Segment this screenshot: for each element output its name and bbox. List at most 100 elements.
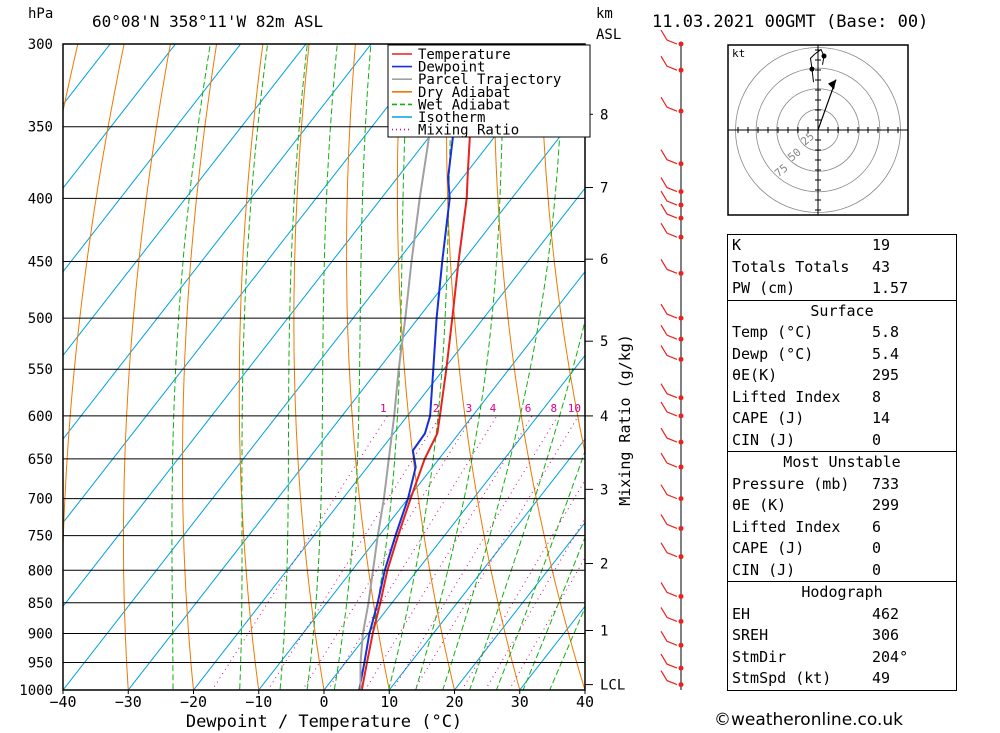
mixing-ratio-line	[413, 415, 579, 690]
most-unstable-row: Lifted Index 6	[728, 517, 956, 539]
hodograph-value: 204°	[872, 647, 909, 666]
wind-barb	[660, 303, 678, 319]
wind-barb-dot	[678, 665, 684, 671]
surface-label: CIN (J)	[732, 430, 796, 449]
asl-label: ASL	[596, 27, 622, 43]
surface-value: 14	[872, 409, 891, 427]
wind-barb-dot	[678, 413, 684, 419]
wind-barb	[660, 607, 678, 622]
pressure-tick-label: 600	[28, 409, 53, 425]
wind-barb	[660, 29, 678, 45]
wind-barb	[660, 222, 678, 238]
temperature-tick-label: −30	[115, 693, 142, 711]
wet-adiabat-line	[549, 606, 585, 690]
surface-row: CAPE (J) 14	[728, 408, 956, 430]
wet-adiabat-line	[495, 449, 585, 690]
dry-adiabat-line	[676, 7, 720, 716]
temperature-tick-label: 10	[380, 693, 398, 711]
mixing-ratio-line	[302, 415, 474, 690]
km-tick-label: LCL	[600, 678, 625, 694]
hodograph-point	[821, 53, 827, 59]
mixing-ratio-axis-label: Mixing Ratio (g/kg)	[616, 334, 634, 506]
most-unstable-label: CIN (J)	[732, 560, 796, 579]
dry-adiabat-line	[182, 44, 218, 690]
dry-adiabat-line	[539, 44, 585, 455]
general-indices: K 19 Totals Totals 43 PW (cm) 1.57	[728, 235, 956, 300]
mixing-ratio-line	[392, 415, 559, 690]
pressure-tick-label: 850	[28, 596, 53, 612]
legend-box	[387, 44, 591, 138]
temperature-tick-label: 20	[445, 693, 463, 711]
pressure-tick-label: 800	[28, 563, 53, 579]
surface-value: 295	[872, 366, 900, 384]
legend-label: Isotherm	[418, 110, 485, 126]
km-tick-label: 5	[600, 334, 608, 350]
most-unstable-row: CIN (J) 0	[728, 560, 956, 582]
mixing-ratio-label: 6	[525, 402, 532, 415]
wind-barb	[660, 177, 678, 193]
surface-group: Surface Temp (°C) 5.8 Dewp (°C) 5.4 θE(K) 295…	[728, 299, 956, 452]
legend-label: Parcel Trajectory	[418, 72, 561, 88]
temperature-tick-label: −40	[49, 693, 76, 711]
dry-adiabat-line	[631, 7, 720, 716]
wind-barb	[660, 582, 678, 598]
most-unstable-group: Most Unstable Pressure (mb) 733 θE (K) 299 L…	[728, 451, 956, 581]
most-unstable-title: Most Unstable	[783, 453, 901, 471]
wind-barb	[660, 96, 678, 112]
temperature-tick-label: 0	[319, 693, 328, 711]
wind-barb	[660, 452, 678, 468]
general-value: 19	[872, 236, 891, 254]
hodograph-row: EH 462	[728, 604, 956, 626]
mixing-ratio-label: 20	[634, 402, 647, 415]
legend-label: Temperature	[418, 47, 511, 63]
indices-panel: K 19 Totals Totals 43 PW (cm) 1.57 Surface Te…	[727, 234, 957, 691]
copyright: ©weatheronline.co.uk	[714, 710, 904, 730]
temperature-tick-label: 30	[511, 693, 529, 711]
wind-barb	[660, 542, 678, 558]
wet-adiabat-line	[279, 44, 308, 690]
hodograph-title: Hodograph	[801, 583, 883, 601]
most-unstable-value: 0	[872, 560, 882, 579]
wind-barb-dot	[678, 202, 684, 208]
wind-barb-dot	[678, 496, 684, 502]
most-unstable-value: 299	[872, 496, 900, 514]
wind-barb	[660, 670, 678, 686]
series-parcel-trajectory-line	[359, 44, 445, 690]
wet-adiabat-line	[360, 44, 410, 690]
legend-label: Dry Adiabat	[418, 85, 511, 101]
temperature-tick-label: −10	[245, 693, 272, 711]
dry-adiabat-line	[63, 44, 125, 690]
surface-row: Temp (°C) 5.8	[728, 322, 956, 344]
most-unstable-row: CAPE (J) 0	[728, 538, 956, 560]
pressure-tick-label: 300	[28, 37, 53, 53]
general-value: 1.57	[872, 279, 909, 297]
isotherm-line	[63, 44, 242, 273]
series-temperature-line	[360, 44, 480, 690]
hodograph-row: StmDir 204°	[728, 647, 956, 669]
most-unstable-label: Lifted Index	[732, 517, 841, 536]
wind-barb-dot	[678, 41, 684, 47]
wind-barb-dot	[678, 464, 684, 470]
surface-title: Surface	[810, 301, 874, 320]
wet-adiabat-line	[171, 44, 211, 690]
wind-barb-dot	[678, 108, 684, 114]
pressure-tick-label: 950	[28, 655, 53, 671]
pressure-tick-label: 400	[28, 191, 53, 207]
wind-barb	[660, 401, 678, 417]
wind-barb	[660, 514, 678, 529]
km-tick-label: 1	[600, 623, 608, 639]
mixing-ratio-line	[484, 517, 585, 690]
wet-adiabat-line	[415, 44, 506, 690]
hodograph-value: 306	[872, 626, 900, 644]
isotherm-line	[388, 438, 585, 690]
wet-adiabat-line	[333, 44, 372, 690]
most-unstable-label: θE (K)	[732, 496, 787, 514]
mixing-ratio-line	[508, 556, 585, 690]
most-unstable-value: 733	[872, 474, 900, 493]
x-axis-label: Dewpoint / Temperature (°C)	[186, 712, 462, 732]
wind-barb-dot	[678, 554, 684, 560]
surface-row: Dewp (°C) 5.4	[728, 344, 956, 366]
pressure-tick-label: 550	[28, 362, 53, 378]
general-label: Totals Totals	[732, 257, 850, 276]
wind-barb	[660, 149, 678, 165]
